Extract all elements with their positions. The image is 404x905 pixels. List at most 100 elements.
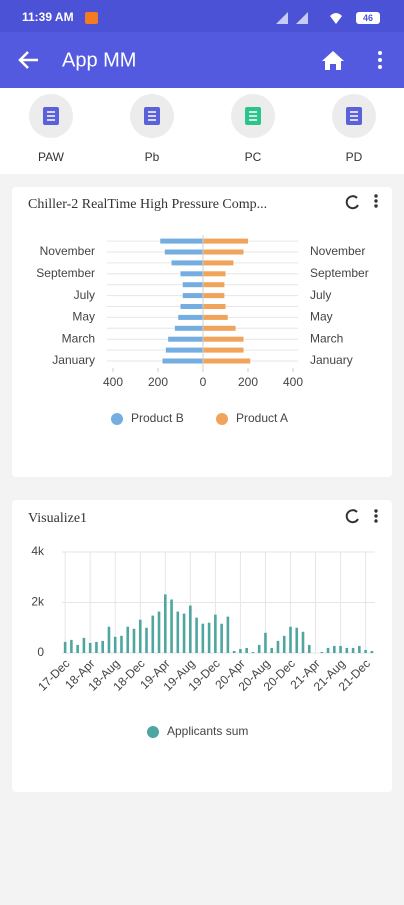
- bar: [95, 641, 98, 653]
- bar: [203, 336, 244, 342]
- bar: [203, 304, 226, 309]
- card: [12, 187, 392, 477]
- bar: [82, 637, 86, 653]
- bar: [201, 623, 205, 653]
- signal-icons: [276, 12, 308, 24]
- bar: [163, 594, 167, 653]
- bar: [203, 249, 244, 255]
- tab-label[interactable]: PD: [346, 150, 363, 164]
- legend-label[interactable]: Applicants sum: [167, 724, 248, 738]
- bar: [251, 651, 255, 653]
- bar: [295, 627, 299, 653]
- bar: [178, 314, 203, 320]
- bar: [203, 293, 225, 299]
- back-button[interactable]: [18, 51, 38, 69]
- bar: [132, 628, 136, 653]
- bar: [168, 336, 203, 342]
- category-label: September: [310, 266, 369, 280]
- app-bar: [0, 32, 404, 88]
- category-label: July: [310, 288, 331, 302]
- category-label: November: [40, 244, 95, 258]
- bar: [339, 645, 342, 653]
- bar: [70, 639, 73, 653]
- bar: [113, 636, 117, 653]
- bar: [203, 325, 236, 331]
- y-tick-label: 0: [37, 645, 44, 659]
- bar: [257, 644, 261, 653]
- menu-button[interactable]: [378, 51, 382, 69]
- bar: [107, 626, 111, 653]
- bar: [358, 645, 361, 653]
- tab-label[interactable]: PAW: [38, 150, 65, 164]
- category-label: January: [310, 353, 353, 367]
- bar: [207, 622, 211, 653]
- bar: [203, 314, 228, 320]
- bar: [182, 293, 203, 299]
- bar: [220, 623, 223, 653]
- bar: [180, 304, 203, 309]
- bar: [370, 650, 374, 653]
- bar: [151, 615, 155, 653]
- battery-level: 46: [363, 13, 373, 23]
- bar: [182, 282, 203, 288]
- bar: [203, 238, 248, 244]
- home-button[interactable]: [322, 51, 344, 70]
- bar: [101, 640, 104, 653]
- category-label: May: [310, 310, 333, 324]
- bar: [160, 238, 203, 244]
- legend-marker: [216, 413, 228, 425]
- bar: [245, 647, 248, 653]
- bar: [195, 617, 198, 653]
- bar: [203, 347, 244, 353]
- bar: [345, 647, 349, 653]
- card-title: Chiller-2 RealTime High Pressure Comp...: [28, 197, 267, 212]
- bar: [232, 650, 236, 653]
- legend-label[interactable]: Product A: [236, 411, 288, 425]
- bar: [138, 619, 142, 653]
- x-tick-label: 200: [148, 375, 168, 389]
- bar: [170, 599, 173, 653]
- bar: [189, 605, 192, 653]
- card-menu[interactable]: [374, 509, 378, 523]
- tab-label[interactable]: Pb: [145, 150, 160, 164]
- x-tick-label: 400: [103, 375, 123, 389]
- bar: [351, 647, 355, 653]
- category-label: May: [72, 310, 95, 324]
- category-label: November: [310, 244, 365, 258]
- card-title: Visualize1: [28, 511, 87, 526]
- x-tick-label: 400: [283, 375, 303, 389]
- bar: [320, 651, 324, 653]
- bar: [270, 647, 274, 653]
- bar: [326, 647, 330, 653]
- bar: [214, 614, 217, 653]
- bar: [203, 260, 234, 266]
- tab-label[interactable]: PC: [245, 150, 262, 164]
- x-tick-label: 0: [200, 375, 207, 389]
- bar: [88, 642, 92, 653]
- tab-icon-lines: [350, 111, 358, 121]
- bar: [174, 325, 203, 331]
- category-label: July: [74, 288, 95, 302]
- card-menu[interactable]: [374, 194, 378, 208]
- bar: [165, 347, 203, 353]
- tab-icon-lines: [249, 111, 257, 121]
- y-tick-label: 2k: [31, 595, 45, 609]
- bar: [239, 648, 242, 653]
- bar: [126, 626, 130, 653]
- bar: [301, 631, 305, 653]
- legend-marker: [147, 726, 159, 738]
- legend-label[interactable]: Product B: [131, 411, 184, 425]
- refresh-button[interactable]: [345, 195, 359, 210]
- tab-icon-lines: [148, 111, 156, 121]
- category-label: March: [62, 331, 95, 345]
- bar: [182, 613, 186, 653]
- category-label: September: [36, 266, 95, 280]
- status-time: 11:39 AM: [22, 10, 74, 24]
- category-label: January: [52, 353, 95, 367]
- bar: [157, 611, 161, 653]
- y-tick-label: 4k: [31, 544, 45, 558]
- refresh-button[interactable]: [345, 509, 359, 524]
- wifi-icon: [330, 13, 342, 24]
- bar: [203, 271, 226, 277]
